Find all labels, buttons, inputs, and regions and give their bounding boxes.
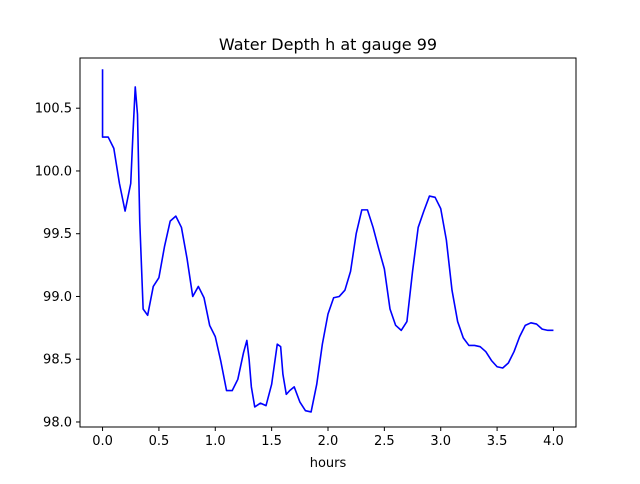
plot-area [101,69,554,413]
y-tick-label: 98.0 [43,415,72,430]
chart-title: Water Depth h at gauge 99 [219,35,437,54]
y-tick-label: 100.0 [35,164,72,179]
y-tick-label: 100.5 [35,102,72,117]
x-tick-label: 0.5 [149,434,170,449]
x-tick-label: 0.0 [92,434,113,449]
x-tick-label: 1.0 [205,434,226,449]
x-tick-label: 4.0 [543,434,564,449]
x-tick-label: 2.5 [374,434,395,449]
series-line-0 [101,69,554,413]
x-tick-label: 1.5 [261,434,282,449]
y-tick-label: 98.5 [43,353,72,368]
x-tick-label: 3.0 [430,434,451,449]
x-tick-label: 2.0 [318,434,339,449]
y-tick-label: 99.5 [43,227,72,242]
x-tick-label: 3.5 [487,434,508,449]
y-tick-label: 99.0 [43,290,72,305]
x-axis-label: hours [310,456,347,471]
axes: 0.0 0.5 1.0 1.5 2.0 2.5 3.0 3.5 4.0 98.0 98.5 99.0 9… [35,57,577,449]
